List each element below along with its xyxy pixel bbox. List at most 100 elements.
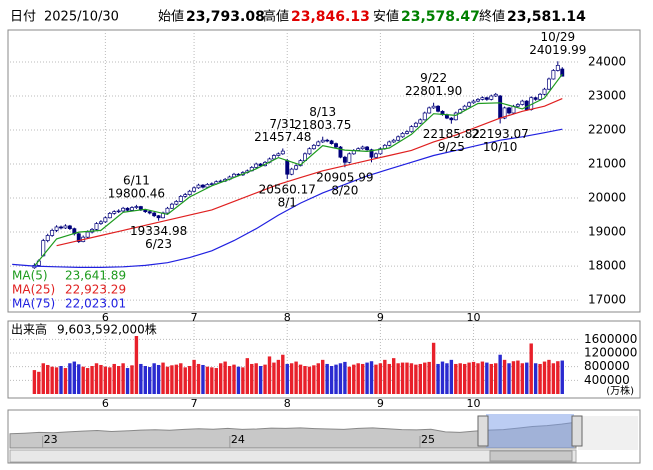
volume-bar xyxy=(139,363,143,394)
volume-bar xyxy=(245,358,250,394)
volume-bar xyxy=(454,363,458,394)
volume-bar xyxy=(307,366,312,394)
annotation-date: 6/11 xyxy=(123,173,150,187)
volume-bar xyxy=(179,363,183,394)
field-label: 高値 xyxy=(263,9,289,25)
candle-body xyxy=(289,168,294,175)
candle-body xyxy=(320,139,325,143)
volume-bar xyxy=(520,363,525,394)
volume-bar xyxy=(329,366,334,394)
volume-bar xyxy=(223,361,227,394)
volume-bar xyxy=(81,366,85,394)
date-label: 日付 xyxy=(10,10,36,25)
candle-body xyxy=(329,140,334,144)
annotation-value: 20560.17 xyxy=(259,182,316,196)
candle-body xyxy=(396,136,401,141)
volume-bar xyxy=(59,366,63,394)
candle-body xyxy=(94,223,99,230)
volume-bar xyxy=(316,363,320,394)
x-tick-label: 6 xyxy=(102,397,109,410)
volume-bar xyxy=(196,363,201,394)
candle-body xyxy=(76,233,81,242)
field-value: 23,846.13 xyxy=(291,9,370,25)
volume-bar xyxy=(360,363,365,394)
navigator-handle xyxy=(477,415,489,447)
annotation-date: 9/22 xyxy=(420,71,447,85)
volume-bar xyxy=(210,367,214,394)
volume-bar xyxy=(272,362,276,394)
legend-value: 22,023.01 xyxy=(65,297,126,311)
candle-body xyxy=(502,107,507,119)
title-bg xyxy=(9,322,159,336)
volume-bar xyxy=(480,361,485,394)
volume-bar xyxy=(276,359,281,394)
candle-body xyxy=(63,225,68,229)
candle-body xyxy=(413,122,418,127)
x-tick-label: 9 xyxy=(377,397,384,410)
x-tick-label: 25 xyxy=(421,433,435,446)
volume-unit: (万株) xyxy=(606,384,634,397)
candle-body xyxy=(125,207,130,211)
volume-bar xyxy=(46,364,50,394)
candle-body xyxy=(422,112,427,121)
volume-bar xyxy=(325,363,329,394)
volume-bar xyxy=(440,361,445,394)
candle-body xyxy=(520,100,525,105)
volume-bar xyxy=(148,367,152,394)
candle-body xyxy=(311,144,316,150)
volume-bar xyxy=(423,362,427,394)
y-tick-label: 18000 xyxy=(588,259,626,273)
volume-bar xyxy=(489,363,493,394)
volume-bar xyxy=(462,363,467,394)
volume-bar xyxy=(258,366,263,394)
volume-bar xyxy=(263,364,267,394)
field-label: 始値 xyxy=(158,9,184,25)
x-tick-label: 8 xyxy=(284,311,291,324)
candle-body xyxy=(316,141,321,146)
annotation-value: 22801.90 xyxy=(405,84,462,98)
x-tick-label: 8 xyxy=(284,397,291,410)
volume-bar xyxy=(294,361,298,394)
annotation-date: 9/25 xyxy=(438,140,465,154)
volume-bar xyxy=(507,363,511,394)
volume-bar xyxy=(525,362,529,394)
candle-body xyxy=(405,131,409,134)
volume-bar xyxy=(400,362,405,394)
scrollbar-thumb[interactable] xyxy=(489,450,573,462)
candle-body xyxy=(342,156,347,163)
volume-bar xyxy=(383,359,387,394)
volume-bar xyxy=(285,363,289,394)
scrollbar-track[interactable] xyxy=(9,449,577,463)
x-tick-label: 23 xyxy=(44,433,58,446)
candle-body xyxy=(192,187,197,192)
annotation-value: 21457.48 xyxy=(254,130,311,144)
volume-bar xyxy=(352,364,356,394)
volume-bar xyxy=(338,363,343,394)
y-tick-label: 19000 xyxy=(588,225,626,239)
candle-body xyxy=(85,231,90,238)
y-tick-label: 23000 xyxy=(588,88,626,102)
candle-body xyxy=(334,143,338,148)
candle-body xyxy=(480,97,485,100)
annotation-date: 7/31 xyxy=(269,117,296,131)
navigator-side xyxy=(578,416,638,450)
candle-body xyxy=(98,221,103,224)
volume-bar xyxy=(485,362,489,394)
volume-bar xyxy=(85,368,90,394)
candle-body xyxy=(347,153,352,163)
volume-bar xyxy=(334,364,338,394)
candle-body xyxy=(533,97,538,100)
volume-bar xyxy=(471,361,476,394)
volume-bar xyxy=(32,370,37,394)
candle-body xyxy=(130,207,134,211)
candle-body xyxy=(369,149,374,158)
legend-value: 23,641.89 xyxy=(65,269,126,283)
volume-bar xyxy=(187,366,192,394)
candle-body xyxy=(254,163,259,168)
volume-bar xyxy=(183,367,187,394)
field-label: 終値 xyxy=(479,9,505,25)
volume-bar xyxy=(281,354,285,394)
candle-body xyxy=(449,117,454,121)
volume-bar xyxy=(414,364,418,394)
volume-bar xyxy=(431,342,436,394)
